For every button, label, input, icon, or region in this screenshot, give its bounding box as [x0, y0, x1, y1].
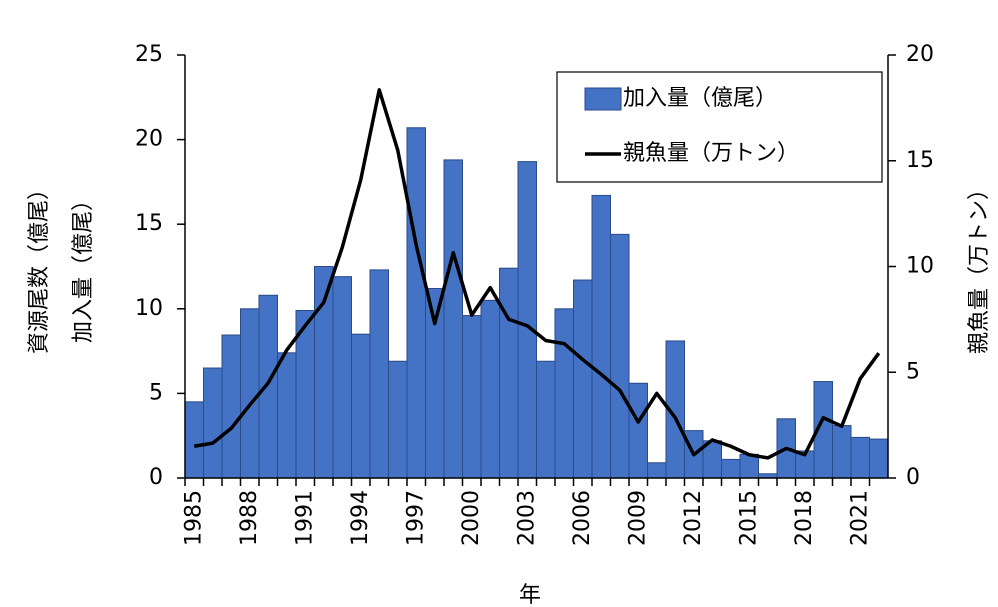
bar — [240, 308, 260, 479]
bar — [406, 127, 426, 479]
y-tick-label: 15 — [135, 211, 163, 236]
y2-tick-label: 0 — [906, 465, 920, 490]
bar — [628, 382, 648, 479]
x-tick-label: 1988 — [237, 490, 262, 546]
x-tick-label: 1985 — [181, 490, 206, 546]
x-tick-label: 2000 — [459, 490, 484, 546]
bar — [647, 462, 667, 479]
bar — [517, 161, 537, 479]
legend-swatch — [584, 87, 622, 111]
bar — [869, 438, 889, 479]
bar — [388, 360, 408, 479]
x-tick-label: 1994 — [348, 490, 373, 546]
bar — [277, 352, 297, 479]
y-tick-label: 25 — [135, 42, 163, 67]
bar — [721, 458, 741, 479]
bar — [258, 294, 278, 479]
bar — [739, 453, 759, 479]
x-tick-label: 2012 — [681, 490, 706, 546]
x-tick-label: 2003 — [514, 490, 539, 546]
y-axis-title: 加入量（億尾） — [71, 189, 96, 343]
bar — [480, 299, 500, 479]
y-tick-label: 5 — [149, 380, 163, 405]
bar — [850, 436, 870, 479]
bar — [536, 360, 556, 479]
bar — [462, 315, 482, 479]
bar — [443, 159, 463, 479]
legend-label: 親魚量（万トン） — [623, 141, 799, 166]
x-tick-label: 2009 — [625, 490, 650, 546]
y-tick-label: 0 — [149, 465, 163, 490]
x-axis-title: 年 — [519, 583, 541, 607]
bar — [203, 367, 223, 479]
x-tick-label: 2021 — [847, 490, 872, 546]
y-axis-title: 資源尾数（億尾） — [27, 178, 52, 354]
bar — [221, 334, 241, 479]
x-tick-label: 2015 — [736, 490, 761, 546]
y2-tick-label: 15 — [906, 148, 934, 173]
bar — [332, 276, 352, 479]
x-tick-label: 1997 — [403, 490, 428, 546]
y-tick-label: 20 — [135, 127, 163, 152]
legend-label: 加入量（億尾） — [623, 86, 777, 111]
bar — [832, 425, 852, 479]
x-tick-label: 2018 — [792, 490, 817, 546]
bar — [369, 269, 389, 479]
y2-tick-label: 20 — [906, 42, 934, 67]
x-tick-label: 2006 — [570, 490, 595, 546]
y-tick-label: 10 — [135, 296, 163, 321]
bar — [591, 194, 611, 479]
bar — [554, 308, 574, 479]
y2-tick-label: 10 — [906, 254, 934, 279]
bar — [499, 267, 519, 479]
y2-axis-title: 親魚量（万トン） — [967, 178, 992, 354]
line — [193, 88, 881, 460]
bar — [610, 233, 630, 479]
bar — [184, 401, 204, 479]
bar — [573, 279, 593, 479]
y2-tick-label: 5 — [906, 359, 920, 384]
bar — [351, 333, 371, 479]
x-tick-label: 1991 — [292, 490, 317, 546]
